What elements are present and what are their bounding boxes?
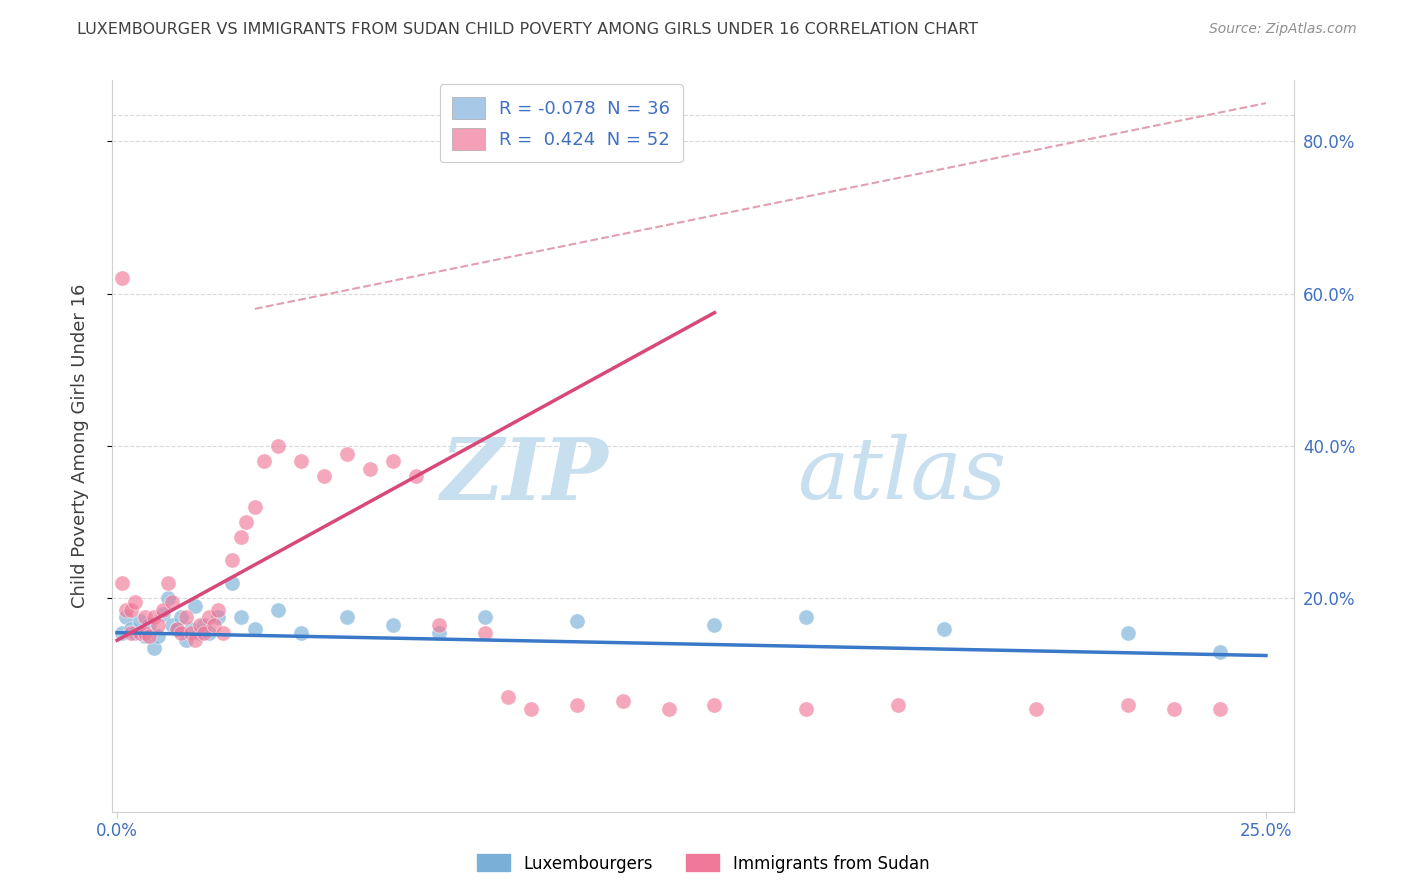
Point [221,576,243,591]
Point [565,614,588,628]
Point [565,698,588,712]
Point [207,603,229,617]
Point [142,640,165,655]
Point [148,618,170,632]
Point [120,625,142,640]
Legend: Luxembourgers, Immigrants from Sudan: Luxembourgers, Immigrants from Sudan [470,847,936,880]
Point [156,576,179,591]
Point [887,698,910,712]
Point [703,618,725,632]
Point [170,625,193,640]
Point [124,595,146,609]
Point [703,698,725,712]
Point [243,622,266,636]
Text: atlas: atlas [797,434,1007,516]
Point [184,599,207,613]
Point [796,610,818,624]
Point [202,618,225,632]
Point [129,614,152,628]
Point [198,625,221,640]
Point [188,618,211,632]
Point [267,603,290,617]
Point [180,625,202,640]
Point [207,610,229,624]
Point [1209,702,1232,716]
Point [496,690,519,705]
Point [290,454,312,468]
Point [193,618,215,632]
Point [1116,625,1139,640]
Point [1025,702,1047,716]
Point [796,702,818,716]
Point [290,625,312,640]
Point [148,630,170,644]
Point [156,591,179,606]
Point [124,625,146,640]
Point [312,469,335,483]
Point [267,439,290,453]
Point [612,694,634,708]
Point [934,622,956,636]
Point [381,618,404,632]
Point [134,625,156,640]
Point [115,603,138,617]
Point [231,610,253,624]
Point [336,610,359,624]
Y-axis label: Child Poverty Among Girls Under 16: Child Poverty Among Girls Under 16 [70,284,89,608]
Point [166,622,188,636]
Point [174,610,197,624]
Point [427,618,450,632]
Point [120,603,142,617]
Point [129,625,152,640]
Point [211,625,233,640]
Point [152,607,174,621]
Point [193,625,215,640]
Legend: R = -0.078  N = 36, R =  0.424  N = 52: R = -0.078 N = 36, R = 0.424 N = 52 [440,84,683,162]
Point [174,633,197,648]
Point [359,462,381,476]
Point [405,469,427,483]
Point [170,610,193,624]
Point [160,595,183,609]
Point [138,630,160,644]
Point [138,618,160,632]
Point [231,530,253,544]
Point [142,610,165,624]
Point [180,622,202,636]
Point [188,625,211,640]
Point [166,622,188,636]
Point [381,454,404,468]
Point [474,625,496,640]
Point [253,454,276,468]
Point [1209,645,1232,659]
Point [427,625,450,640]
Point [243,500,266,514]
Point [111,271,134,285]
Point [111,625,134,640]
Point [152,603,174,617]
Text: Source: ZipAtlas.com: Source: ZipAtlas.com [1209,22,1357,37]
Point [519,702,541,716]
Point [1116,698,1139,712]
Point [115,610,138,624]
Point [657,702,679,716]
Point [235,515,257,529]
Point [111,576,134,591]
Point [1163,702,1185,716]
Point [160,618,183,632]
Point [184,633,207,648]
Text: ZIP: ZIP [440,434,609,517]
Point [198,610,221,624]
Text: LUXEMBOURGER VS IMMIGRANTS FROM SUDAN CHILD POVERTY AMONG GIRLS UNDER 16 CORRELA: LUXEMBOURGER VS IMMIGRANTS FROM SUDAN CH… [77,22,979,37]
Point [134,630,156,644]
Point [134,610,156,624]
Point [120,622,142,636]
Point [474,610,496,624]
Point [221,553,243,567]
Point [336,447,359,461]
